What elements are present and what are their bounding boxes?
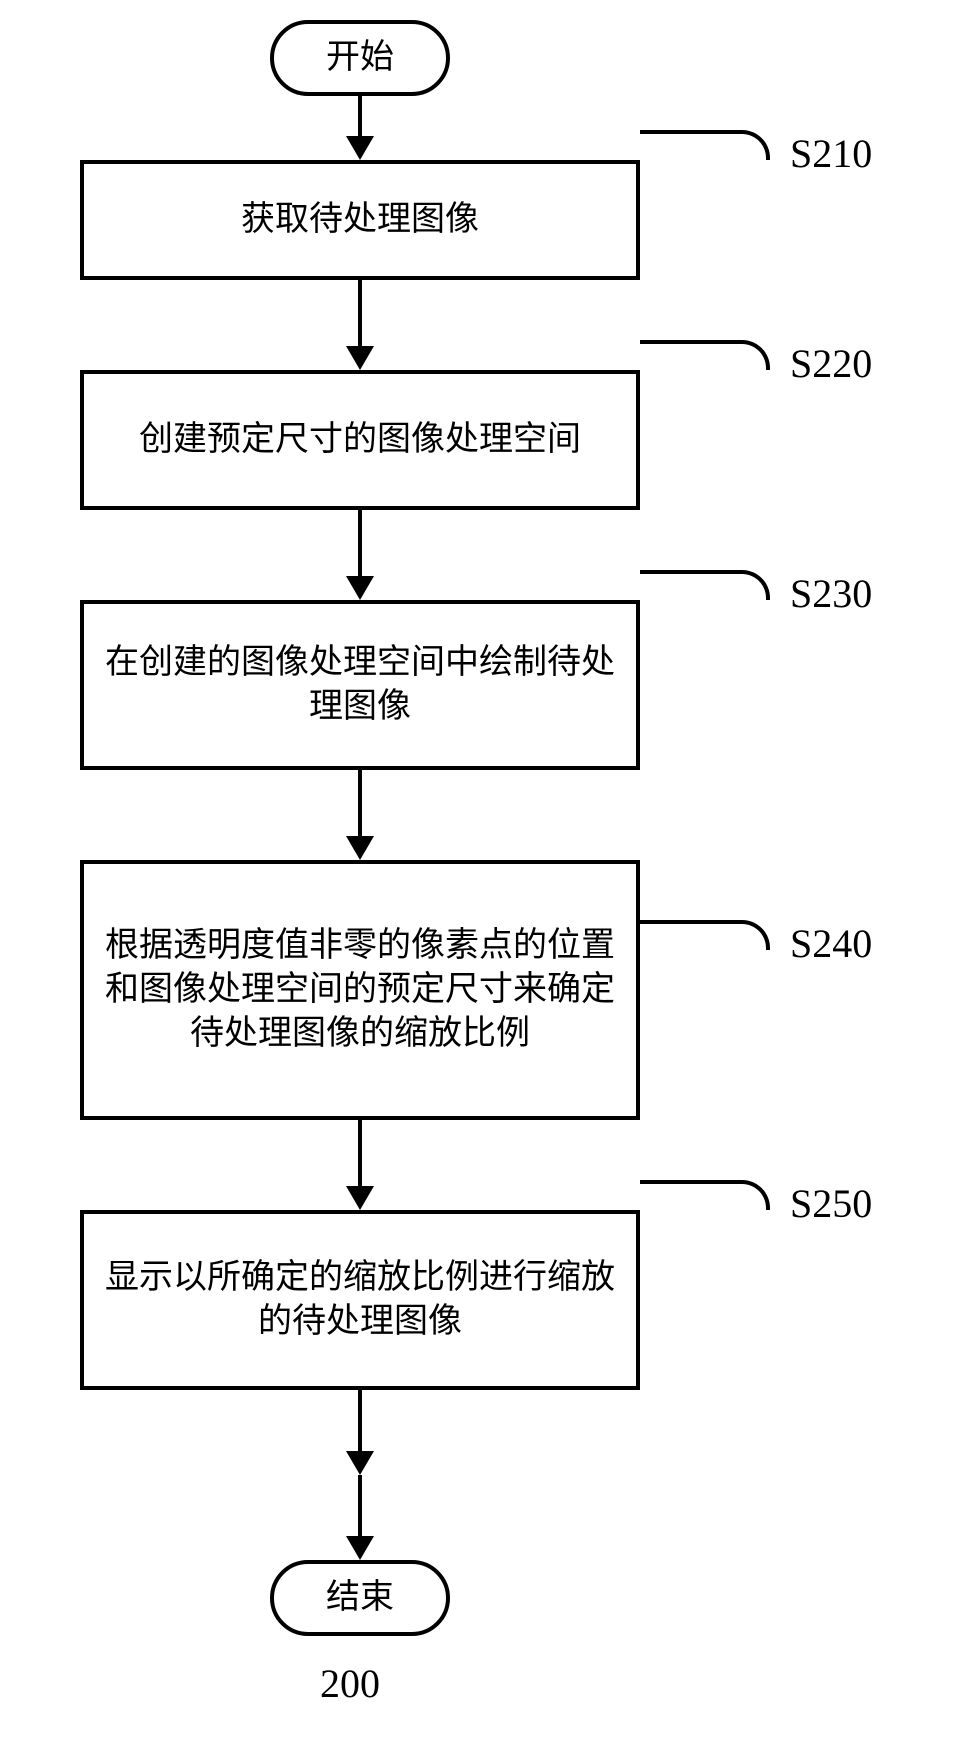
terminator-end-label: 结束 xyxy=(326,1576,394,1620)
process-step: 根据透明度值非零的像素点的位置和图像处理空间的预定尺寸来确定待处理图像的缩放比例 xyxy=(80,860,640,1120)
step-label: S230 xyxy=(790,570,872,617)
process-step: 显示以所确定的缩放比例进行缩放的待处理图像 xyxy=(80,1210,640,1390)
arrow-line xyxy=(358,280,362,346)
arrow-head-icon xyxy=(346,1451,374,1475)
arrow-line xyxy=(358,1390,362,1451)
process-step-text: 显示以所确定的缩放比例进行缩放的待处理图像 xyxy=(104,1256,616,1344)
step-label: S210 xyxy=(790,130,872,177)
arrow-line xyxy=(358,1120,362,1186)
figure-number: 200 xyxy=(320,1660,380,1707)
arrow-head-icon xyxy=(346,836,374,860)
arrow-head-icon xyxy=(346,136,374,160)
arrow-line xyxy=(358,96,362,136)
arrow-line xyxy=(358,1475,362,1536)
arrow-head-icon xyxy=(346,346,374,370)
step-label: S250 xyxy=(790,1180,872,1227)
label-connector xyxy=(640,570,770,600)
process-step: 在创建的图像处理空间中绘制待处理图像 xyxy=(80,600,640,770)
process-step-text: 在创建的图像处理空间中绘制待处理图像 xyxy=(104,641,616,729)
terminator-start-label: 开始 xyxy=(326,36,394,80)
terminator-end: 结束 xyxy=(270,1560,450,1636)
terminator-start: 开始 xyxy=(270,20,450,96)
process-step-text: 根据透明度值非零的像素点的位置和图像处理空间的预定尺寸来确定待处理图像的缩放比例 xyxy=(104,924,616,1057)
process-step-text: 获取待处理图像 xyxy=(241,198,479,242)
arrow-line xyxy=(358,770,362,836)
process-step: 获取待处理图像 xyxy=(80,160,640,280)
step-label: S240 xyxy=(790,920,872,967)
step-label: S220 xyxy=(790,340,872,387)
label-connector xyxy=(640,130,770,160)
flowchart-canvas: 开始 结束 获取待处理图像 S210 创建预定尺寸的图像处理空间 S220 在创建的图像… xyxy=(0,0,971,1742)
label-connector xyxy=(640,920,770,950)
label-connector xyxy=(640,1180,770,1210)
arrow-head-icon xyxy=(346,1536,374,1560)
arrow-head-icon xyxy=(346,1186,374,1210)
arrow-head-icon xyxy=(346,576,374,600)
label-connector xyxy=(640,340,770,370)
process-step: 创建预定尺寸的图像处理空间 xyxy=(80,370,640,510)
process-step-text: 创建预定尺寸的图像处理空间 xyxy=(139,418,581,462)
arrow-line xyxy=(358,510,362,576)
